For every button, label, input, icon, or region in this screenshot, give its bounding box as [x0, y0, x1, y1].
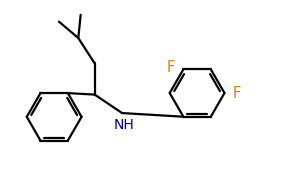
Text: F: F [233, 86, 241, 100]
Text: NH: NH [113, 118, 134, 132]
Text: F: F [167, 60, 175, 75]
